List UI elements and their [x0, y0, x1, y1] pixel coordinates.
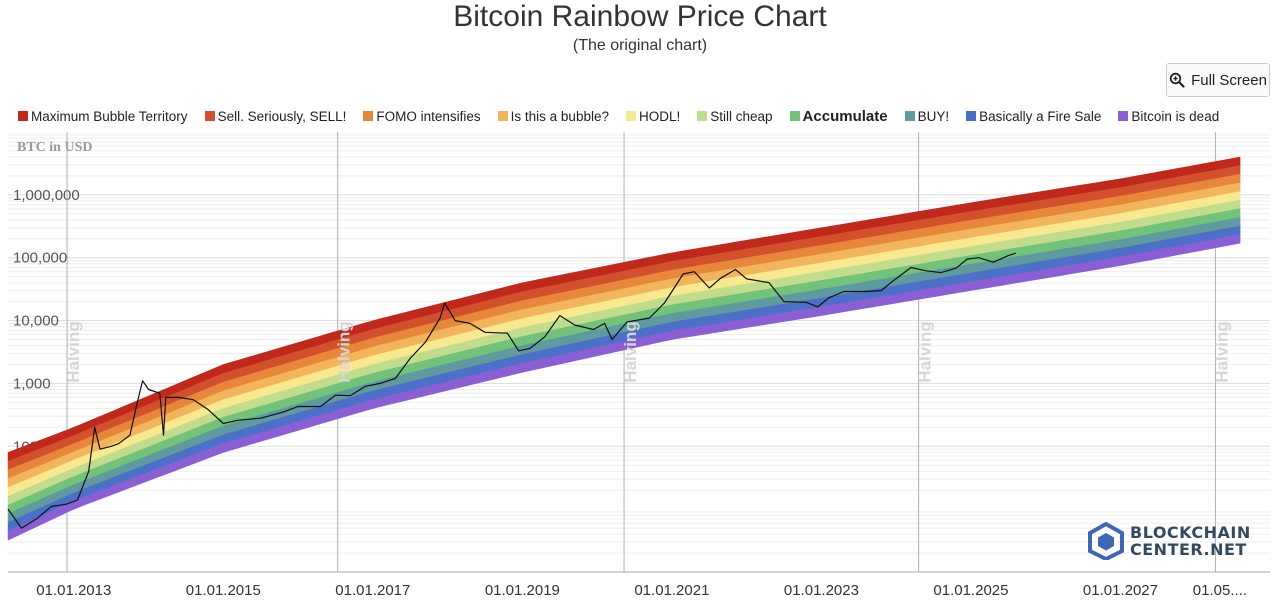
legend-item-0[interactable]: Maximum Bubble Territory: [18, 109, 188, 124]
x-tick-label: 01.05....: [1193, 582, 1247, 599]
legend-label: FOMO intensifies: [376, 108, 481, 124]
page-title: Bitcoin Rainbow Price Chart: [453, 0, 827, 33]
halving-label: Halving: [621, 321, 640, 382]
legend-label: Accumulate: [802, 107, 888, 125]
legend-item-4[interactable]: HODL!: [625, 108, 681, 124]
legend-swatch: [904, 111, 915, 121]
legend-swatch: [625, 111, 636, 121]
halving-label: Halving: [64, 321, 83, 382]
halving-label: Halving: [916, 321, 935, 382]
legend-label: Still cheap: [710, 108, 773, 124]
legend-item-6[interactable]: Accumulate: [789, 107, 888, 125]
legend-label: Bitcoin is dead: [1131, 108, 1220, 124]
legend-swatch: [697, 111, 708, 121]
fullscreen-button[interactable]: Full Screen: [1166, 63, 1270, 97]
legend-item-1[interactable]: Sell. Seriously, SELL!: [204, 108, 347, 124]
chart-legend: Maximum Bubble Territory Sell. Seriously,…: [18, 106, 1236, 126]
brand-line-1: BLOCKCHAIN: [1130, 523, 1251, 542]
brand-line-2: CENTER.NET: [1130, 540, 1247, 559]
x-tick-label: 01.01.2021: [634, 582, 709, 599]
y-tick-label: 10,000: [13, 313, 59, 330]
brand-logo: BLOCKCHAIN CENTER.NET: [1088, 522, 1251, 560]
legend-label: HODL!: [638, 108, 681, 124]
blockchain-cube-icon: [1088, 522, 1124, 560]
zoom-in-icon: [1169, 72, 1185, 88]
legend-swatch: [789, 111, 800, 121]
fullscreen-label: Full Screen: [1191, 71, 1267, 89]
x-tick-label: 01.01.2013: [36, 582, 111, 599]
legend-item-8[interactable]: Basically a Fire Sale: [966, 109, 1101, 124]
legend-swatch: [363, 111, 374, 121]
rainbow-band-9: [7, 234, 1241, 541]
x-tick-label: 01.01.2015: [186, 582, 261, 599]
legend-swatch: [1118, 111, 1129, 121]
x-tick-label: 01.01.2017: [335, 582, 410, 599]
legend-label: Basically a Fire Sale: [979, 108, 1102, 124]
legend-swatch: [497, 111, 508, 121]
price-line: [7, 252, 1016, 529]
x-tick-label: 01.01.2023: [784, 582, 859, 599]
y-tick-label: 1,000,000: [13, 187, 80, 204]
legend-item-9[interactable]: Bitcoin is dead: [1118, 109, 1219, 124]
x-tick-label: 01.01.2025: [933, 582, 1008, 599]
halving-label: Halving: [1212, 321, 1231, 382]
legend-swatch: [204, 111, 215, 121]
legend-swatch: [966, 111, 977, 121]
halving-label: Halving: [335, 321, 354, 382]
legend-label: Sell. Seriously, SELL!: [217, 108, 347, 124]
legend-label: Maximum Bubble Territory: [31, 108, 188, 124]
legend-item-7[interactable]: BUY!: [904, 108, 950, 124]
legend-label: BUY!: [917, 108, 950, 124]
y-tick-label: 1,000: [13, 375, 51, 392]
legend-item-5[interactable]: Still cheap: [697, 108, 773, 124]
x-tick-label: 01.01.2027: [1083, 582, 1158, 599]
legend-item-3[interactable]: Is this a bubble?: [497, 108, 609, 124]
page-subtitle: (The original chart): [572, 37, 708, 54]
x-tick-label: 01.01.2019: [485, 582, 560, 599]
legend-swatch: [18, 111, 28, 121]
legend-label: Is this a bubble?: [510, 108, 609, 124]
y-tick-label: 100,000: [13, 250, 67, 267]
y-axis-title: BTC in USD: [17, 140, 92, 155]
legend-item-2[interactable]: FOMO intensifies: [363, 108, 481, 124]
